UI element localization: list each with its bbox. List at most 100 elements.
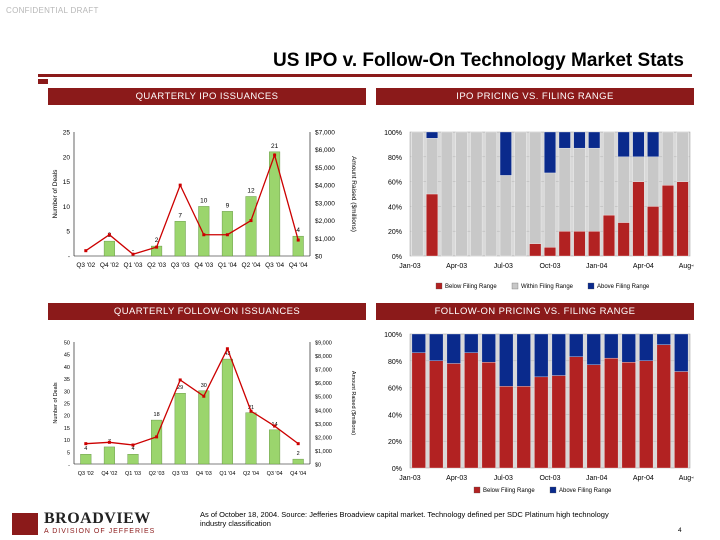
pricing-bar-segment: [647, 206, 660, 257]
pricing-bar-segment: [661, 185, 674, 257]
x-tick-label: Q4 '04: [290, 471, 306, 477]
y-tick-label: -: [68, 254, 70, 261]
x-tick-label: Oct-03: [539, 475, 560, 482]
bar-value-label: 4: [84, 446, 87, 452]
legend-swatch: [511, 282, 519, 290]
pricing-bar-segment: [429, 360, 444, 469]
deal-bar: [151, 419, 163, 465]
bar-value-label: 29: [177, 385, 183, 391]
title-stub: [38, 79, 48, 84]
pricing-bar-segment: [516, 386, 531, 469]
bar-value-label: 21: [271, 143, 279, 150]
amount-raised-point: [107, 233, 111, 237]
legend-label: Above Filing Range: [597, 284, 650, 290]
y-tick-label: 40%: [388, 412, 402, 419]
y-tick-label: 20: [63, 154, 71, 161]
legend-label: Above Filing Range: [559, 488, 612, 494]
amount-raised-line: [85, 152, 299, 255]
amount-raised-point: [131, 443, 135, 447]
pricing-bar-segment: [464, 352, 479, 469]
pricing-bar-segment: [411, 352, 426, 469]
x-tick-label: Jan-04: [586, 263, 608, 270]
pricing-bar-segment: [470, 131, 483, 257]
amount-raised-point: [84, 442, 88, 446]
y-axis-title: Number of Deals: [53, 382, 59, 424]
x-tick-label: Q2 '03: [147, 262, 166, 269]
pricing-bar-segment: [573, 147, 586, 232]
y-tick-label: 15: [64, 426, 70, 432]
y-tick-label: 100%: [384, 130, 402, 137]
title-rule: [38, 74, 692, 77]
pricing-bar-segment: [558, 131, 571, 149]
y2-axis-title: Amount Raised ($millions): [350, 156, 357, 232]
pricing-bar-segment: [551, 333, 566, 376]
pricing-bar-segment: [639, 333, 654, 361]
pricing-bar-segment: [588, 147, 601, 232]
x-tick-label: Q1 '03: [124, 262, 143, 269]
y-tick-label: 10: [63, 204, 71, 211]
deal-bar: [103, 240, 115, 257]
deal-bar: [198, 390, 210, 465]
y2-tick-label: $2,000: [315, 218, 335, 225]
pricing-bar-segment: [426, 193, 439, 257]
pricing-bar-segment: [544, 172, 556, 248]
x-tick-label: Apr-04: [633, 263, 654, 270]
y-tick-label: 45: [64, 353, 70, 359]
pricing-bar-segment: [426, 138, 439, 195]
pricing-bar-segment: [446, 333, 461, 364]
deal-bar: [103, 446, 115, 465]
deal-bar: [245, 196, 257, 257]
y-tick-label: 80%: [388, 155, 402, 162]
y-tick-label: 25: [64, 402, 70, 408]
y-tick-label: 60%: [388, 386, 402, 393]
x-tick-label: Q2 '03: [149, 471, 165, 477]
pricing-bar-segment: [573, 231, 586, 257]
y-tick-label: 5: [66, 229, 70, 236]
y-tick-label: 0%: [392, 254, 402, 261]
legend-swatch: [549, 486, 557, 494]
y2-tick-label: $2,000: [315, 435, 332, 441]
deal-bar: [174, 393, 186, 465]
pricing-bar-segment: [621, 333, 636, 363]
x-tick-label: Q4 '03: [194, 262, 213, 269]
pricing-bar-segment: [647, 156, 660, 207]
pricing-bar-segment: [617, 131, 630, 157]
pricing-bar-segment: [516, 333, 531, 387]
bar-value-label: 4: [131, 446, 134, 452]
pricing-bar-segment: [604, 333, 619, 359]
page-title: US IPO v. Follow-On Technology Market St…: [272, 50, 684, 71]
y-tick-label: 10: [64, 438, 70, 444]
amount-raised-point: [155, 245, 159, 249]
amount-raised-point: [84, 249, 88, 253]
y2-tick-label: $7,000: [315, 130, 335, 137]
x-tick-label: Q4 '02: [101, 471, 117, 477]
logo-subtitle: A DIVISION OF JEFFERIES: [44, 528, 156, 535]
pricing-bar-segment: [588, 231, 601, 257]
amount-raised-point: [202, 233, 206, 237]
ipo-pricing-title: IPO PRICING VS. FILING RANGE: [376, 88, 694, 105]
y2-tick-label: $5,000: [315, 395, 332, 401]
y2-tick-label: $5,000: [315, 165, 335, 172]
bar-value-label: 10: [200, 197, 208, 204]
deal-bar: [174, 221, 186, 257]
pricing-bar-segment: [499, 175, 512, 257]
deal-bar: [221, 358, 233, 465]
pricing-bar-segment: [586, 333, 601, 365]
x-tick-label: Jul-03: [494, 263, 513, 270]
y-tick-label: 15: [63, 179, 71, 186]
deal-bar: [269, 429, 281, 465]
deal-bar: [198, 206, 210, 257]
amount-raised-point: [178, 183, 182, 187]
logo-wordmark: BROADVIEW: [44, 510, 151, 527]
amount-raised-point: [249, 219, 253, 223]
ipo-issuances-title: QUARTERLY IPO ISSUANCES: [48, 88, 366, 105]
bar-value-label: 2: [297, 451, 300, 457]
x-tick-label: Q3 '03: [171, 262, 190, 269]
y-axis-title: Number of Deals: [52, 169, 59, 219]
pricing-bar-segment: [617, 222, 630, 257]
follow-on-pricing-title: FOLLOW-ON PRICING VS. FILING RANGE: [376, 303, 694, 320]
x-tick-label: Q2 '04: [243, 471, 259, 477]
pricing-bar-segment: [674, 333, 689, 372]
bar-value-label: 12: [247, 187, 255, 194]
y-tick-label: 40%: [388, 204, 402, 211]
